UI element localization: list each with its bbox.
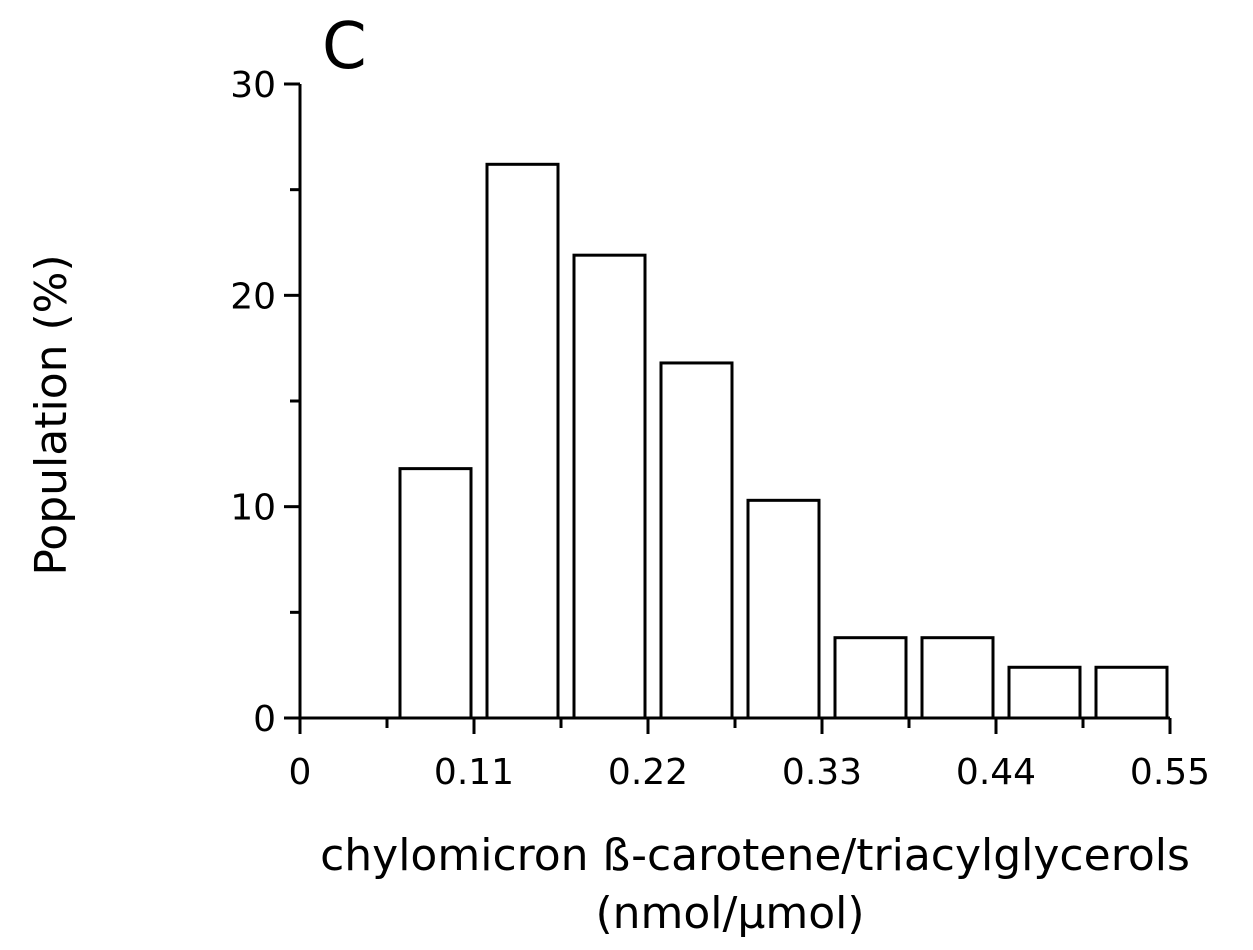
y-tick-label-2: 20 bbox=[230, 276, 276, 317]
y-axis-title: Population (%) bbox=[26, 254, 77, 575]
bar-6 bbox=[833, 636, 908, 720]
bar-4 bbox=[659, 361, 734, 720]
y-tick-label-1: 10 bbox=[230, 488, 276, 529]
y-tick-label-3: 30 bbox=[230, 65, 276, 106]
bar-2 bbox=[485, 162, 560, 720]
x-tick-label-5: 0.55 bbox=[1130, 752, 1210, 793]
x-axis-title-line1: chylomicron ß-carotene/triacylglycerols bbox=[320, 830, 1190, 881]
x-tick-label-3: 0.33 bbox=[782, 752, 862, 793]
x-tick-label-4: 0.44 bbox=[956, 752, 1036, 793]
bar-8 bbox=[1007, 665, 1082, 720]
bar-9 bbox=[1094, 665, 1169, 720]
x-tick-label-1: 0.11 bbox=[434, 752, 514, 793]
panel-label: C bbox=[322, 10, 367, 84]
x-tick-label-2: 0.22 bbox=[608, 752, 688, 793]
x-tick-label-0: 0 bbox=[289, 752, 312, 793]
bar-5 bbox=[746, 498, 821, 720]
y-tick-label-0: 0 bbox=[253, 699, 276, 740]
bar-1 bbox=[398, 467, 473, 720]
axes-group: 0 0.11 0.22 0.33 0.44 0.55 0 10 20 30 bbox=[230, 65, 1210, 793]
bar-3 bbox=[572, 253, 647, 720]
x-axis-title-line2: (nmol/μmol) bbox=[595, 888, 864, 939]
bar-7 bbox=[920, 636, 995, 720]
bars-group bbox=[398, 162, 1169, 720]
